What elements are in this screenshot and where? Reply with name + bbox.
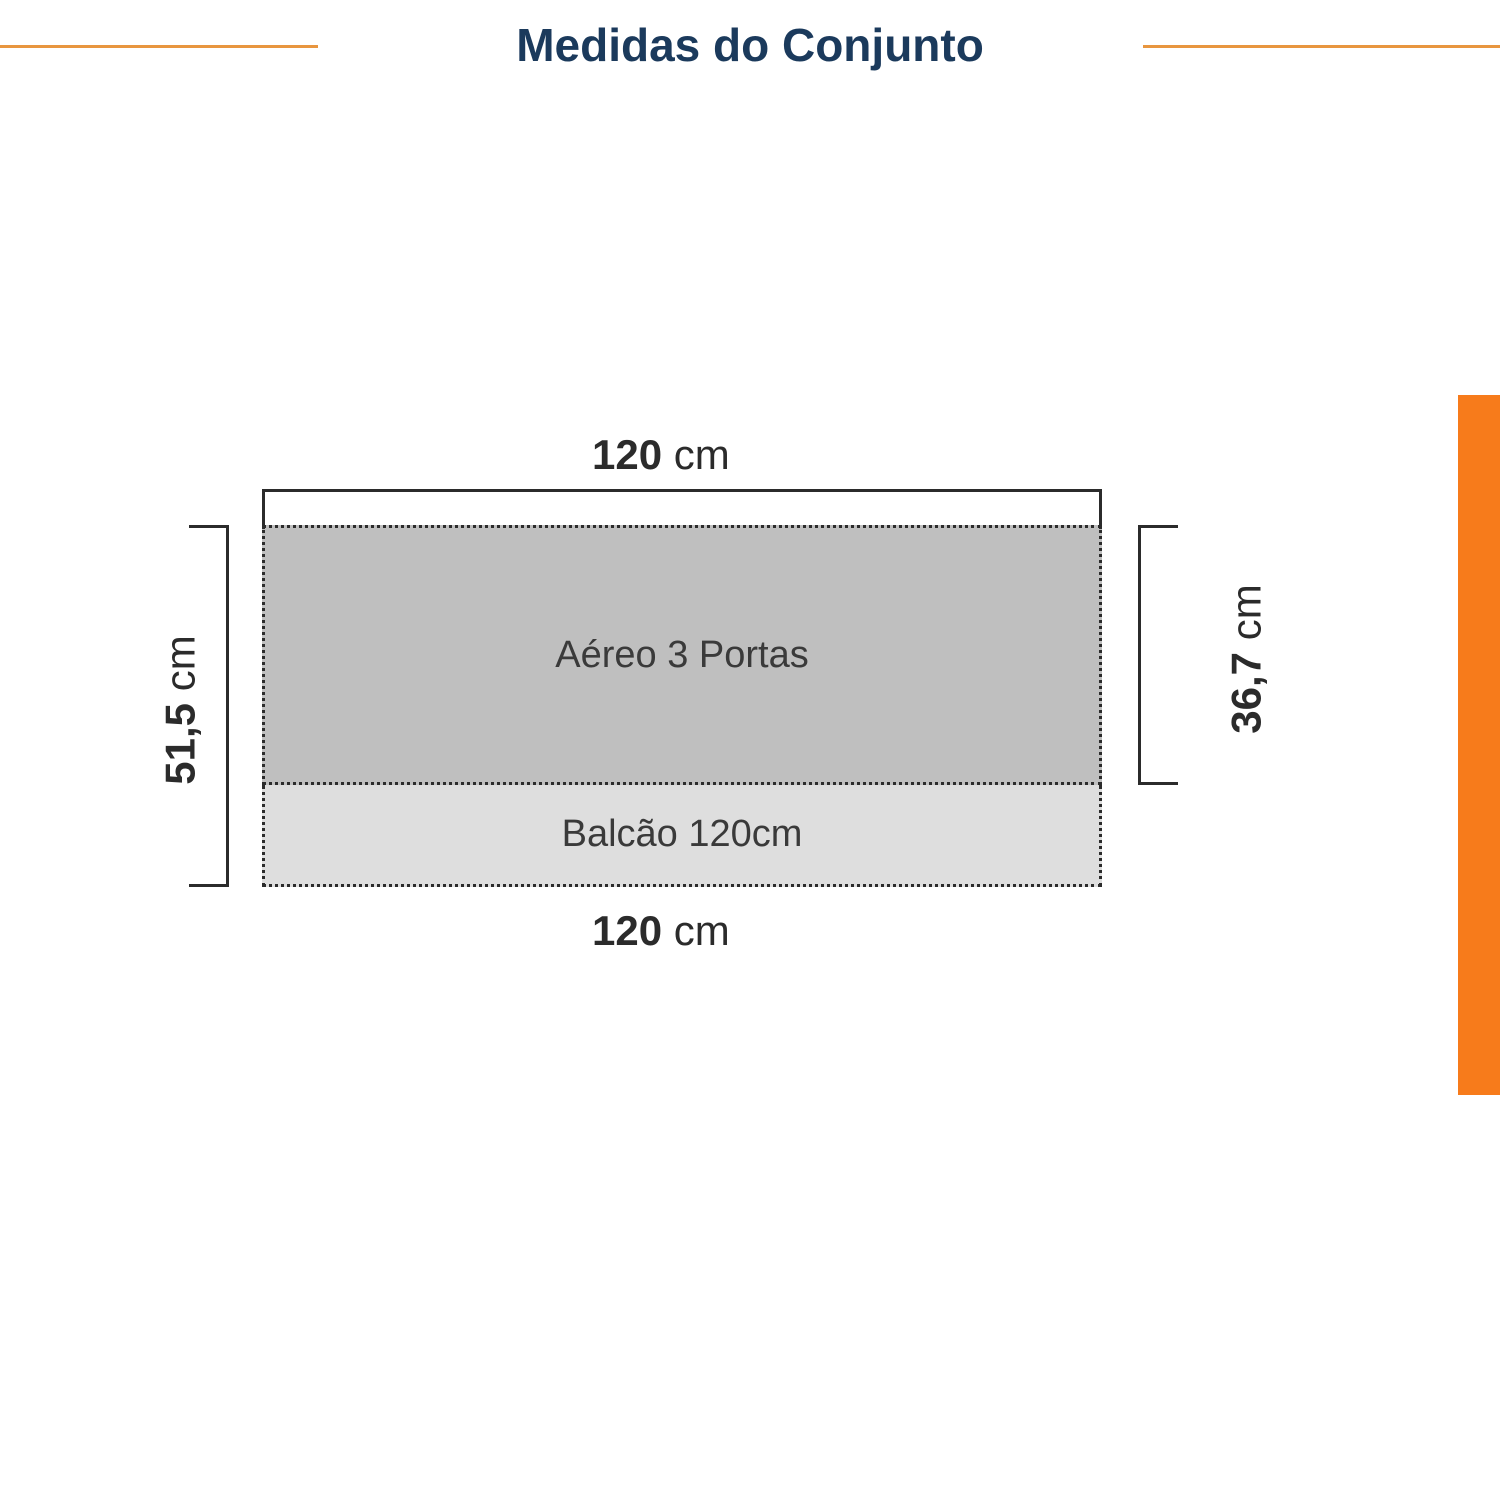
lower-counter-box: Balcão 120cm — [262, 785, 1102, 887]
accent-bar-right — [1458, 395, 1500, 1095]
dim-line-right — [1138, 525, 1141, 785]
dim-line-left — [226, 525, 229, 887]
dim-bottom-unit: cm — [674, 907, 730, 954]
header-rule-left — [0, 45, 318, 48]
dim-label-left: 51,5 cm — [157, 635, 205, 784]
lower-counter-label: Balcão 120cm — [562, 813, 803, 856]
dim-top-unit: cm — [674, 431, 730, 478]
dim-tick-right-bottom — [1138, 782, 1178, 785]
header: Medidas do Conjunto — [0, 0, 1500, 90]
dim-line-top — [262, 489, 1102, 492]
dim-label-top: 120 cm — [592, 431, 730, 479]
dim-bottom-value: 120 — [592, 907, 662, 954]
dim-tick-left-bottom — [189, 884, 229, 887]
page-title: Medidas do Conjunto — [516, 18, 984, 72]
dim-right-unit: cm — [1223, 584, 1270, 640]
upper-cabinet-box: Aéreo 3 Portas — [262, 525, 1102, 785]
dim-tick-top-left — [262, 489, 265, 529]
dim-right-value: 36,7 — [1223, 652, 1270, 734]
dim-left-value: 51,5 — [157, 703, 204, 785]
dim-tick-left-top — [189, 525, 229, 528]
dim-left-unit: cm — [157, 635, 204, 691]
upper-cabinet-label: Aéreo 3 Portas — [555, 634, 808, 677]
dim-top-value: 120 — [592, 431, 662, 478]
dim-tick-top-right — [1099, 489, 1102, 529]
dim-label-bottom: 120 cm — [592, 907, 730, 955]
dim-label-right: 36,7 cm — [1223, 584, 1271, 733]
dim-tick-right-top — [1138, 525, 1178, 528]
header-rule-right — [1143, 45, 1500, 48]
